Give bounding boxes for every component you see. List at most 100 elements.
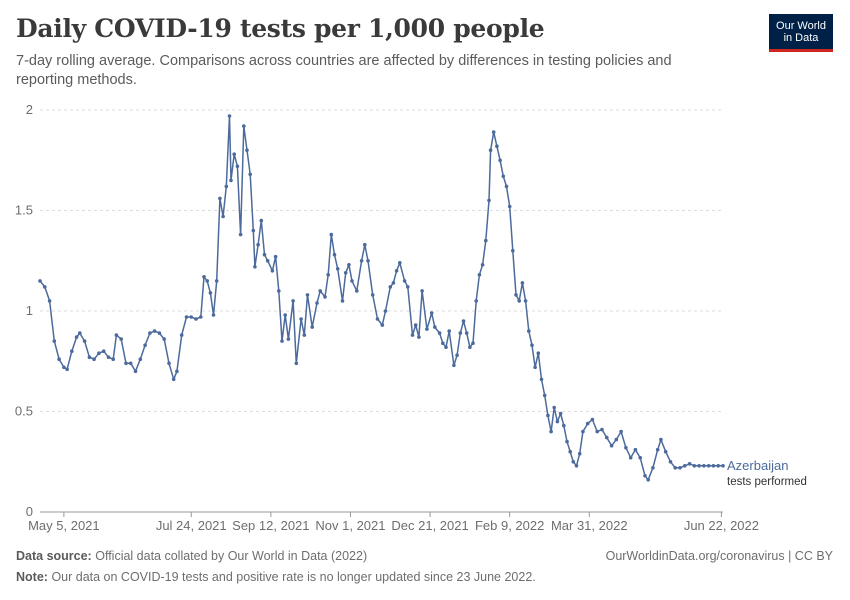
data-point xyxy=(286,337,291,341)
data-point xyxy=(310,325,315,329)
data-point xyxy=(224,184,229,189)
data-point xyxy=(501,174,506,179)
data-point xyxy=(106,355,111,360)
data-point xyxy=(167,361,171,366)
data-point xyxy=(697,464,701,468)
data-point xyxy=(464,331,469,335)
data-point xyxy=(162,337,166,341)
chart-subtitle: 7-day rolling average. Comparisons acros… xyxy=(16,53,672,88)
data-point xyxy=(87,355,92,360)
data-point xyxy=(683,464,687,468)
data-point xyxy=(97,351,101,356)
data-point xyxy=(70,349,74,354)
data-point xyxy=(199,315,203,319)
data-point xyxy=(517,299,521,303)
data-point xyxy=(590,417,595,422)
source-link[interactable]: OurWorldinData.org/coronavirus | CC BY xyxy=(605,549,833,563)
series-line-azerbaijan xyxy=(39,115,723,481)
data-point xyxy=(262,252,267,257)
data-point xyxy=(82,339,87,343)
data-source-text[interactable]: Official data collated by Our World in D… xyxy=(95,549,368,563)
data-point xyxy=(238,232,243,237)
owid-logo[interactable]: Our World in Data xyxy=(769,14,833,52)
data-point xyxy=(514,293,518,297)
data-point xyxy=(673,466,677,470)
data-point xyxy=(205,279,209,283)
data-point xyxy=(520,281,525,285)
data-point xyxy=(633,447,638,452)
data-point xyxy=(175,369,179,374)
data-point xyxy=(539,377,544,382)
y-tick-label: 0 xyxy=(26,504,33,519)
data-point xyxy=(523,299,528,303)
data-point xyxy=(568,449,572,454)
data-point xyxy=(227,114,232,118)
x-tick-label: Mar 31, 2022 xyxy=(551,518,628,533)
data-point xyxy=(259,218,264,223)
data-point xyxy=(527,329,531,333)
data-point xyxy=(229,178,233,183)
data-point xyxy=(326,273,331,277)
data-point xyxy=(455,353,459,358)
data-point xyxy=(47,299,52,303)
chart-note: Note: Our data on COVID-19 tests and pos… xyxy=(16,570,536,584)
data-point xyxy=(536,351,541,356)
data-point xyxy=(542,393,547,398)
data-point xyxy=(530,343,534,348)
data-point xyxy=(43,285,47,289)
data-point xyxy=(335,267,340,271)
data-point xyxy=(581,429,585,434)
series-label-name: Azerbaijan xyxy=(727,458,788,473)
data-point xyxy=(57,357,61,362)
data-point xyxy=(184,315,189,319)
data-point xyxy=(350,279,354,283)
data-point xyxy=(687,462,692,466)
y-tick-label: 1.5 xyxy=(15,203,33,218)
data-point xyxy=(211,313,216,317)
chart-title: Daily COVID-19 tests per 1,000 people xyxy=(16,14,545,43)
data-point xyxy=(605,435,609,440)
y-tick-label: 0.5 xyxy=(15,404,33,419)
data-point xyxy=(394,269,399,273)
data-point xyxy=(323,295,327,299)
data-point xyxy=(363,242,367,247)
data-point xyxy=(111,357,115,362)
data-point xyxy=(332,252,337,257)
data-point xyxy=(491,130,496,134)
data-point xyxy=(659,437,663,442)
data-point xyxy=(702,464,706,468)
data-point xyxy=(398,261,402,265)
data-point xyxy=(504,184,509,189)
data-point xyxy=(242,124,246,128)
data-point xyxy=(202,275,206,279)
data-point xyxy=(305,293,310,297)
data-point xyxy=(441,341,445,346)
data-point xyxy=(507,204,512,209)
data-point xyxy=(283,313,288,317)
data-point xyxy=(437,331,442,335)
data-point xyxy=(299,317,303,321)
data-point xyxy=(574,464,579,468)
data-point xyxy=(614,437,619,442)
note-text: Our data on COVID-19 tests and positive … xyxy=(51,570,536,584)
data-point xyxy=(388,285,393,289)
data-source-label: Data source: xyxy=(16,549,92,563)
data-point xyxy=(114,333,119,337)
x-tick-label: Jun 22, 2022 xyxy=(684,518,759,533)
data-point xyxy=(171,377,176,382)
data-point xyxy=(663,449,668,454)
data-point xyxy=(157,331,162,335)
data-point xyxy=(143,343,147,348)
data-point xyxy=(194,317,198,321)
data-point xyxy=(643,474,647,478)
series-label-subtext: tests performed xyxy=(727,476,807,488)
data-point xyxy=(366,259,370,263)
data-point xyxy=(498,158,502,163)
data-point xyxy=(474,299,479,303)
data-point xyxy=(721,464,725,468)
data-point xyxy=(447,329,452,333)
data-point xyxy=(248,172,252,177)
note-label: Note: xyxy=(16,570,48,584)
data-point xyxy=(355,289,359,293)
